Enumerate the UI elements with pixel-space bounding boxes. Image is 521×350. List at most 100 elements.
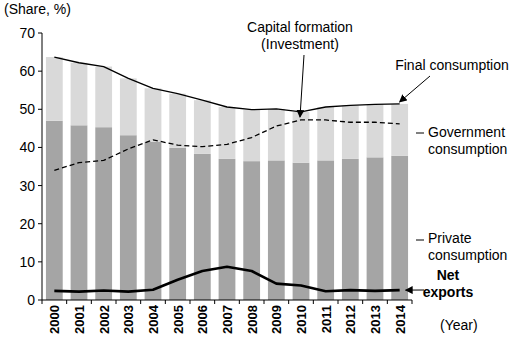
x-tick-label: 2003 — [121, 305, 136, 334]
x-tick — [42, 300, 43, 304]
x-tick — [313, 300, 314, 304]
x-tick-label: 2008 — [245, 305, 260, 334]
annotation: Governmentconsumption — [428, 124, 507, 157]
bar — [391, 104, 408, 156]
x-tick — [190, 300, 191, 304]
x-tick — [264, 300, 265, 304]
bar — [145, 142, 162, 300]
annotation-arrow — [406, 290, 424, 291]
x-tick — [288, 300, 289, 304]
y-tick-label: 70 — [19, 25, 35, 41]
x-tick-label: 2009 — [269, 305, 284, 334]
y-tick — [38, 185, 42, 186]
x-tick-label: 2010 — [294, 305, 309, 334]
x-tick-label: 2011 — [319, 305, 334, 333]
bar — [71, 125, 88, 300]
y-tick — [38, 261, 42, 262]
line — [54, 57, 399, 112]
bar — [95, 127, 112, 300]
bar — [367, 157, 384, 300]
bar — [342, 159, 359, 300]
x-axis-label: (Year) — [440, 317, 478, 333]
marks — [46, 57, 408, 300]
x-tick-label: 2000 — [47, 305, 62, 334]
x-axis — [42, 300, 412, 301]
annotation-leader — [416, 133, 424, 134]
bar — [243, 161, 260, 300]
bar — [194, 154, 211, 300]
x-tick — [214, 300, 215, 304]
bar — [342, 105, 359, 158]
x-tick — [91, 300, 92, 304]
x-tick-label: 2012 — [343, 305, 358, 334]
bar — [391, 156, 408, 300]
bar — [268, 109, 285, 160]
x-tick — [412, 300, 413, 304]
x-tick-label: 2006 — [195, 305, 210, 334]
annotation-line: consumption — [428, 247, 507, 263]
y-axis — [42, 33, 43, 300]
x-tick-label: 2013 — [368, 305, 383, 334]
bar — [268, 160, 285, 300]
bar — [219, 107, 236, 159]
bar — [293, 163, 310, 300]
x-tick — [338, 300, 339, 304]
y-axis-label: (Share, %) — [4, 1, 71, 17]
annotation-line: Final consumption — [395, 57, 509, 73]
y-tick-label: 60 — [19, 63, 35, 79]
y-tick-label: 20 — [19, 216, 35, 232]
bar — [95, 67, 112, 128]
bar — [169, 94, 186, 148]
x-tick — [387, 300, 388, 304]
bar — [120, 135, 137, 300]
bar — [145, 88, 162, 141]
y-tick-label: 40 — [19, 139, 35, 155]
annotation-line: Capital formation — [247, 19, 353, 35]
x-tick-label: 2001 — [72, 305, 87, 334]
bar — [367, 104, 384, 157]
x-tick-label: 2014 — [393, 304, 408, 334]
x-tick-label: 2005 — [171, 305, 186, 334]
annotation-line: Net — [437, 267, 460, 283]
y-tick — [38, 300, 42, 301]
line — [54, 267, 399, 292]
annotation-line: Government — [428, 124, 505, 140]
bar — [317, 160, 334, 300]
y-tick — [38, 147, 42, 148]
annotation-arrow — [400, 76, 430, 102]
annotation: Final consumption — [395, 57, 509, 73]
annotation-line: consumption — [428, 141, 507, 157]
x-tick — [116, 300, 117, 304]
bar — [317, 107, 334, 160]
x-tick-label: 2002 — [97, 305, 112, 334]
x-tick — [140, 300, 141, 304]
annotation: Netexports — [423, 267, 474, 300]
x-tick-label: 2004 — [146, 304, 161, 334]
x-tick-label: 2007 — [220, 305, 235, 334]
line — [54, 120, 399, 170]
annotation-line: exports — [423, 284, 474, 300]
annotation: Capital formation(Investment) — [247, 19, 353, 52]
y-tick-label: 0 — [27, 292, 35, 308]
bar — [71, 63, 88, 126]
y-tick-label: 10 — [19, 254, 35, 270]
x-tick — [362, 300, 363, 304]
annotation-arrow — [300, 55, 304, 117]
annotation-line: (Investment) — [261, 36, 339, 52]
y-tick — [38, 33, 42, 34]
bar — [120, 78, 137, 135]
y-tick-label: 50 — [19, 101, 35, 117]
x-tick — [165, 300, 166, 304]
y-tick — [38, 223, 42, 224]
annotation-leader — [416, 240, 424, 241]
annotation-line: Private — [428, 230, 472, 246]
chart: 0102030405060702000200120022003200420052… — [0, 0, 521, 350]
bar — [46, 121, 63, 300]
y-tick — [38, 109, 42, 110]
x-tick — [239, 300, 240, 304]
bar — [219, 159, 236, 300]
x-tick — [66, 300, 67, 304]
bar — [46, 57, 63, 121]
annotation: Privateconsumption — [428, 230, 507, 263]
y-tick — [38, 71, 42, 72]
